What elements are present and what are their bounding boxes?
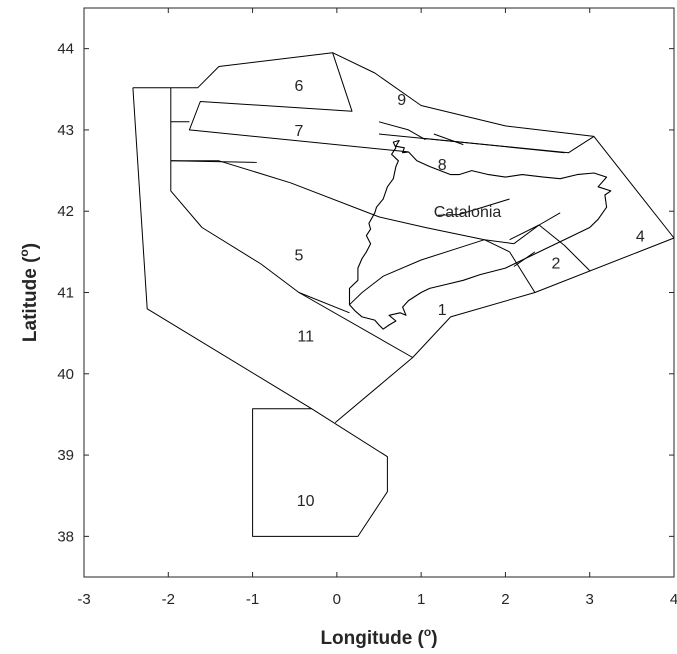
x-tick-label: -1 [246,591,259,608]
zone-label: 6 [294,78,303,95]
zone-boundaries [132,52,675,537]
zone-boundary-line [188,52,409,153]
zone-label: 9 [397,92,406,109]
zone-boundary-line [170,52,675,423]
zone-boundary-line [509,212,561,241]
y-axis-label: Latitude (o) [17,243,41,342]
x-axis-label: Longitude (o) [320,625,437,649]
y-tick-label: 44 [57,41,74,58]
zone-boundary-line [437,198,510,216]
zone-boundary-line [513,224,591,271]
y-axis-label-end: ) [20,243,41,249]
zone-label: 4 [636,229,645,246]
zone-boundary-line [132,87,388,537]
x-axis-label-end: ) [431,628,437,649]
zone-label: Catalonia [434,204,502,221]
x-axis-label-superscript: o [424,625,431,639]
zone-boundary-line [433,133,464,146]
zone-label: 2 [552,255,561,272]
y-axis-label-text: Latitude ( [20,256,41,342]
zone-boundary-line [484,239,536,293]
zone-boundary-line [378,121,426,141]
x-tick-label: 1 [417,591,425,608]
y-tick-label: 39 [57,447,74,464]
x-tick-label: 2 [501,591,509,608]
zone-label: 8 [438,157,447,174]
x-tick-label: 3 [586,591,594,608]
x-tick-label: 0 [333,591,341,608]
zone-label: 11 [297,329,314,346]
zone-label: 10 [297,493,315,510]
coastline-line [348,139,612,330]
y-tick-label: 41 [57,285,74,302]
y-tick-label: 42 [57,203,74,220]
zone-label: 1 [438,302,447,319]
plot-area [83,7,675,578]
zone-label: 5 [294,247,303,264]
y-tick-label: 40 [57,366,74,383]
x-tick-label: -3 [77,591,90,608]
zone-boundary-line [349,239,485,306]
y-tick-label: 38 [57,528,74,545]
catalonia-coastline [348,139,612,330]
x-axis-label-text: Longitude ( [320,628,424,649]
x-tick-label: -2 [162,591,175,608]
x-axis-ticks: -3 -2 -1 0 1 2 3 4 [77,8,677,608]
zone-boundary-line [298,292,413,358]
y-tick-label: 43 [57,122,74,139]
x-tick-label: 4 [670,591,677,608]
zone-boundary-line [378,133,595,154]
zone-boundary-line [170,160,257,163]
y-axis-label-superscript: o [17,249,31,256]
zone-label: 7 [294,123,303,140]
zone-boundary-line [170,87,350,314]
